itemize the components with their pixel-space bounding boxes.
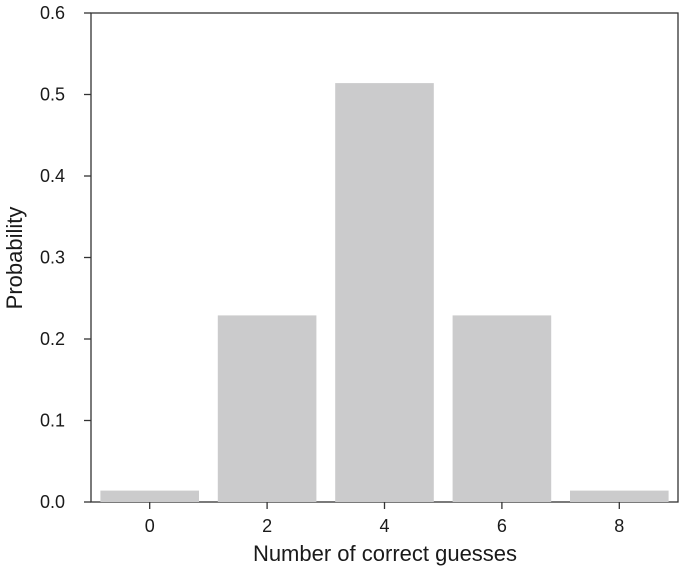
- y-axis: 0.0 0.1 0.2 0.3 0.4 0.5 0.6: [40, 3, 91, 512]
- y-tick-label-0.2: 0.2: [40, 329, 65, 349]
- x-axis-label: Number of correct guesses: [253, 541, 517, 566]
- x-tick-label-4: 4: [379, 516, 389, 536]
- bar-0: [100, 490, 199, 502]
- y-tick-label-0.6: 0.6: [40, 3, 65, 23]
- y-tick-label-0.1: 0.1: [40, 411, 65, 431]
- x-axis: 0 2 4 6 8: [145, 502, 624, 536]
- x-tick-label-8: 8: [614, 516, 624, 536]
- bar-8: [570, 490, 669, 502]
- y-tick-label-0.0: 0.0: [40, 492, 65, 512]
- bar-2: [217, 315, 317, 502]
- y-tick-label-0.5: 0.5: [40, 85, 65, 105]
- y-axis-label: Probability: [2, 207, 27, 310]
- y-tick-label-0.3: 0.3: [40, 248, 65, 268]
- x-tick-label-6: 6: [497, 516, 507, 536]
- bar-6: [452, 315, 552, 502]
- x-tick-label-0: 0: [145, 516, 155, 536]
- y-tick-label-0.4: 0.4: [40, 166, 65, 186]
- bars-group: [100, 83, 669, 502]
- bar-4: [335, 83, 434, 502]
- x-tick-label-2: 2: [262, 516, 272, 536]
